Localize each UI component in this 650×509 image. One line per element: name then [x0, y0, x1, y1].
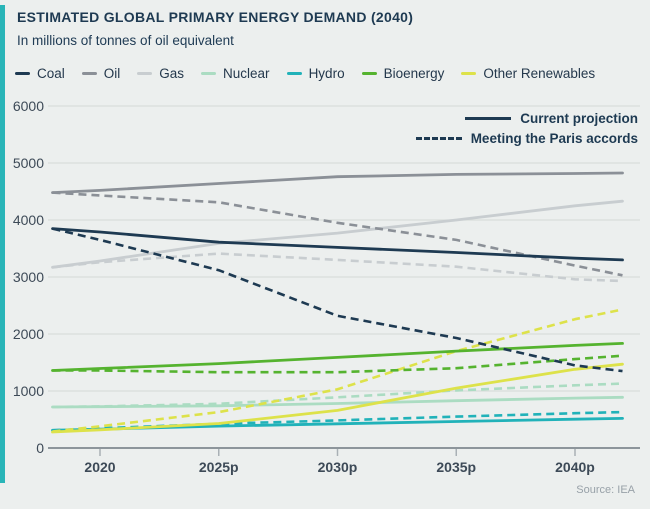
scenario-legend: Current projection Meeting the Paris acco…: [415, 111, 638, 146]
fuel-legend-label: Bioenergy: [383, 66, 445, 81]
fuel-legend-item-gas: Gas: [137, 66, 184, 81]
dashed-line-swatch-icon: [415, 137, 462, 140]
y-tick-label: 6000: [13, 98, 44, 114]
series-line-hydro-paris: [52, 410, 623, 432]
fuel-legend-item-coal: Coal: [15, 66, 65, 81]
scenario-legend-item-current: Current projection: [465, 111, 638, 126]
series-line-oil-paris: [52, 191, 623, 277]
y-tick-label: 3000: [13, 269, 44, 285]
y-tick-label: 4000: [13, 212, 44, 228]
scenario-legend-label: Meeting the Paris accords: [470, 131, 638, 146]
series-line-bioenergy-paris: [52, 354, 623, 374]
fuel-legend-item-other_renewables: Other Renewables: [461, 66, 595, 81]
y-tick-label: 0: [36, 440, 44, 456]
fuel-legend: Coal Oil Gas Nuclear Hydro Bioenergy Other Ren…: [15, 66, 612, 81]
series-line-nuclear-current: [51, 395, 624, 409]
fuel-legend-label: Oil: [103, 66, 121, 81]
accent-bar: [0, 5, 5, 483]
x-tick-label: 2040p: [555, 459, 595, 475]
fuel-legend-item-hydro: Hydro: [286, 66, 345, 81]
series-line-bioenergy-current: [51, 341, 624, 372]
series-line-gas-current: [51, 199, 624, 269]
x-tick-label: 2020: [84, 459, 115, 475]
chart-subtitle: In millions of tonnes of oil equivalent: [17, 33, 234, 48]
series-line-nuclear-paris: [52, 382, 623, 409]
fuel-legend-label: Other Renewables: [483, 66, 596, 81]
other_renewables-swatch-icon: [461, 72, 477, 75]
series-line-other-renewables-current: [51, 362, 624, 434]
y-tick-label: 2000: [13, 326, 44, 342]
x-tick-label: 2030p: [318, 459, 358, 475]
oil-swatch-icon: [81, 72, 97, 75]
bioenergy-swatch-icon: [361, 72, 377, 75]
fuel-legend-item-oil: Oil: [81, 66, 121, 81]
gas-swatch-icon: [137, 72, 153, 75]
fuel-legend-label: Nuclear: [223, 66, 270, 81]
nuclear-swatch-icon: [201, 72, 217, 75]
solid-line-swatch-icon: [465, 117, 512, 120]
hydro-swatch-icon: [286, 72, 302, 75]
series-line-coal-paris: [52, 227, 623, 373]
scenario-legend-item-paris: Meeting the Paris accords: [415, 131, 638, 146]
series-line-other-renewables-paris: [52, 308, 623, 433]
scenario-legend-label: Current projection: [520, 111, 638, 126]
source-credit: Source: IEA: [576, 484, 635, 496]
fuel-legend-label: Hydro: [308, 66, 345, 81]
fuel-legend-label: Coal: [37, 66, 65, 81]
fuel-legend-label: Gas: [159, 66, 185, 81]
series-line-oil-current: [51, 171, 624, 195]
fuel-legend-item-bioenergy: Bioenergy: [361, 66, 445, 81]
x-tick-label: 2035p: [436, 459, 476, 475]
chart-title: ESTIMATED GLOBAL PRIMARY ENERGY DEMAND (…: [17, 9, 414, 25]
y-tick-label: 1000: [13, 383, 44, 399]
y-tick-label: 5000: [13, 155, 44, 171]
coal-swatch-icon: [15, 72, 30, 75]
x-tick-label: 2025p: [199, 459, 239, 475]
series-line-coal-current: [51, 227, 624, 262]
fuel-legend-item-nuclear: Nuclear: [201, 66, 270, 81]
series-line-gas-paris: [52, 252, 623, 283]
